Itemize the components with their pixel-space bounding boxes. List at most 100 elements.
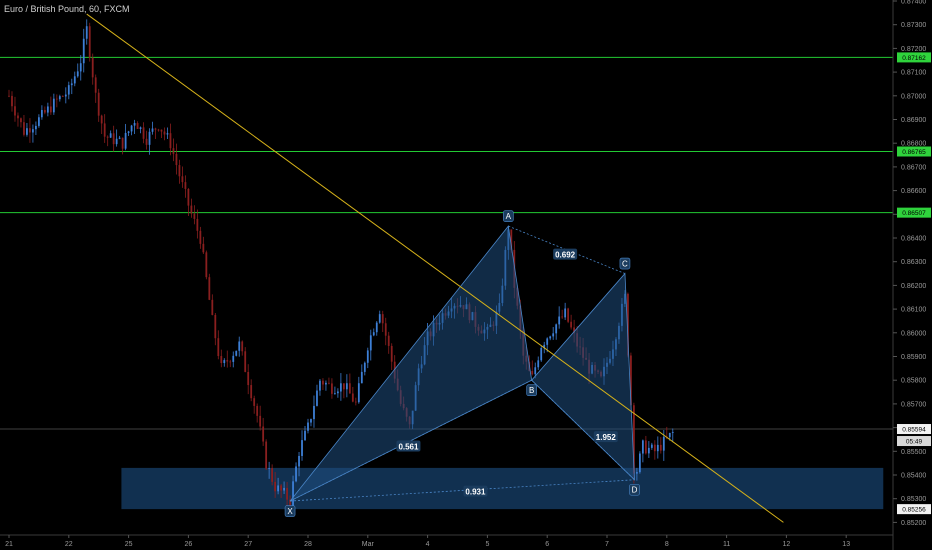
candle-body	[76, 71, 79, 77]
candle-body	[217, 338, 220, 357]
candle-body	[250, 385, 253, 399]
candle-body	[351, 393, 354, 402]
candle-body	[256, 405, 259, 416]
candle-body	[564, 308, 567, 318]
candle-body	[310, 419, 312, 423]
current-price-tag-bg	[897, 424, 931, 435]
candle-body	[268, 468, 271, 469]
candle-body	[331, 383, 333, 394]
candle-body	[169, 133, 172, 149]
candle-body	[570, 321, 573, 328]
candle-body	[136, 123, 139, 129]
candle-body	[17, 115, 19, 119]
y-tick-label: 0.85200	[901, 520, 926, 527]
candle-body	[190, 205, 193, 214]
candle-body	[633, 405, 635, 474]
y-tick-label: 0.87200	[901, 46, 926, 53]
candle-body	[265, 441, 268, 469]
candle-body	[226, 360, 229, 362]
price-axis[interactable]: 0.87400 0.87300 0.87200 0.87100 0.87000 0.869…	[893, 0, 926, 527]
candle-body	[208, 277, 211, 300]
candle-body	[91, 57, 94, 78]
candle-body	[253, 398, 256, 406]
candle-body	[88, 26, 91, 58]
candle-body	[334, 393, 336, 394]
y-tick-label: 0.86300	[901, 259, 926, 266]
candle-body	[73, 76, 76, 84]
candle-body	[178, 165, 181, 177]
support-zone[interactable]	[121, 467, 884, 510]
candle-body	[259, 415, 262, 427]
y-tick-label: 0.86100	[901, 307, 926, 314]
candle-body	[238, 341, 241, 351]
y-tick-label: 0.86700	[901, 164, 926, 171]
candle-body	[11, 95, 13, 107]
pattern-point-label: X	[287, 507, 293, 516]
zone-price-tag-bg	[897, 504, 931, 515]
candle-body	[659, 444, 662, 451]
candle-body	[653, 444, 656, 452]
trend-line[interactable]	[86, 13, 784, 523]
candle-body	[241, 341, 244, 352]
candle-body	[647, 447, 650, 454]
candle-body	[94, 77, 97, 93]
horizontal-levels[interactable]	[0, 56, 893, 430]
candle-body	[345, 383, 348, 390]
pattern-ratio-label: 1.952	[596, 433, 617, 442]
candle-body	[97, 92, 100, 116]
candle-body	[64, 94, 67, 97]
candle-body	[638, 453, 641, 473]
candle-body	[109, 133, 112, 138]
time-axis[interactable]: 21 22 25 26 27 28 Mar 4 5 6 7 8 11 12 13	[5, 535, 850, 548]
candle-body	[199, 230, 202, 244]
y-tick-label: 0.87100	[901, 70, 926, 77]
candle-body	[160, 129, 163, 132]
y-tick-label: 0.86600	[901, 188, 926, 195]
candle-body	[277, 485, 279, 492]
pattern-point-label: C	[622, 260, 628, 269]
candle-body	[151, 128, 154, 132]
candle-body	[214, 314, 217, 339]
x-tick-label: 26	[185, 541, 193, 548]
candle-body	[369, 335, 372, 351]
x-tick-label: 6	[545, 541, 549, 548]
y-tick-label: 0.86200	[901, 283, 926, 290]
chart-title: Euro / British Pound, 60, FXCM	[4, 4, 130, 14]
candle-body	[337, 391, 339, 394]
x-tick-label: 13	[842, 541, 850, 548]
zone-price-tag: 0.85256	[902, 507, 926, 514]
candle-body	[20, 118, 22, 123]
candle-body	[70, 83, 73, 86]
y-tick-label: 0.85700	[901, 401, 926, 408]
candle-body	[360, 371, 363, 384]
candle-body	[130, 125, 133, 132]
descending-trend-line	[86, 13, 784, 523]
candle-body	[283, 487, 285, 491]
candle-body	[29, 128, 31, 133]
pattern-ratio-badge	[553, 248, 578, 260]
candle-body	[274, 481, 277, 492]
candle-body	[636, 472, 638, 474]
candle-body	[79, 63, 82, 72]
candle-body	[627, 293, 629, 356]
y-tick-label: 0.87400	[901, 0, 926, 6]
candle-body	[202, 243, 205, 253]
candle-body	[390, 345, 393, 362]
candle-body	[298, 455, 300, 467]
candle-body	[103, 123, 106, 137]
pattern-ratio-label: 0.561	[398, 443, 419, 452]
candle-body	[127, 131, 130, 133]
x-tick-label: 28	[304, 541, 312, 548]
pattern-ratio-label: 0.931	[465, 488, 486, 497]
candle-body	[289, 499, 291, 506]
candle-body	[181, 176, 184, 183]
candle-body	[354, 401, 357, 403]
candle-body	[555, 324, 558, 334]
candle-body	[292, 481, 294, 506]
candle-body	[61, 96, 64, 97]
support-zone-rect	[121, 467, 884, 510]
candle-body	[166, 133, 169, 135]
x-tick-label: Mar	[362, 541, 375, 548]
candle-body	[67, 85, 70, 95]
